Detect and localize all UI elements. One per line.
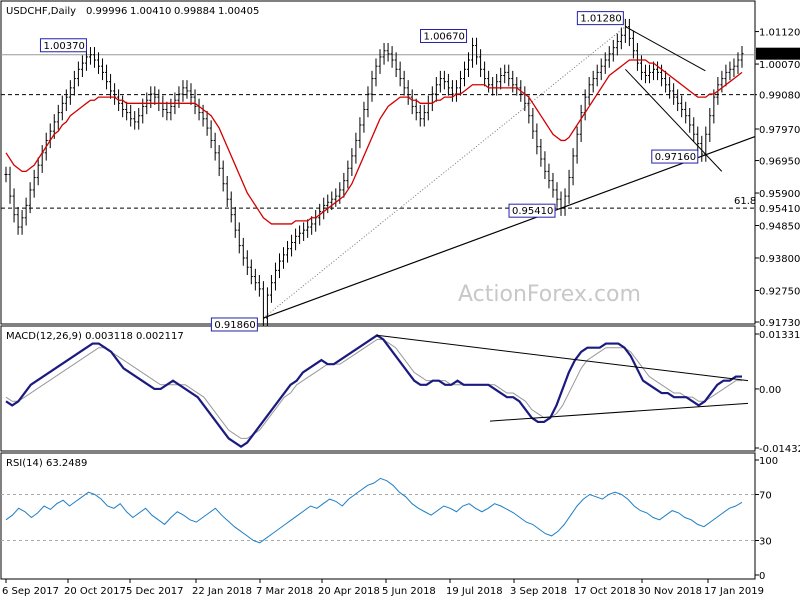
annotation-label: 1.01280	[580, 14, 621, 25]
annotation-box	[508, 203, 556, 218]
price-tick-label: 0.92750	[759, 286, 800, 297]
rsi-tick-label: 100	[759, 456, 778, 467]
price-tick-label: 0.95900	[759, 189, 800, 200]
macd-pane-border	[0, 325, 756, 452]
dotted-trend-line	[263, 26, 626, 319]
x-tick-label: 7 Mar 2018	[256, 586, 313, 597]
channel-upper-line	[625, 26, 706, 72]
price-tick-label: 0.94850	[759, 221, 800, 232]
annotation-label: 0.97160	[655, 152, 696, 163]
x-tick-label: 30 Nov 2018	[638, 586, 702, 597]
x-tick-label: 6 Sep 2017	[2, 586, 59, 597]
level-price-label: 0.99080	[759, 91, 800, 102]
price-pane-title: USDCHF,Daily	[6, 6, 76, 17]
price-tick-label: 0.96950	[759, 157, 800, 168]
level-price-label-2: 0.95410	[759, 204, 800, 215]
rsi-layer	[1, 477, 755, 544]
annotation-label: 0.91860	[214, 320, 255, 331]
level-price-box	[757, 88, 799, 101]
macd-tick-label: -0.014323	[759, 444, 800, 455]
annotation-label: 1.00370	[43, 41, 84, 52]
moving-average-line	[5, 59, 743, 225]
annotation-box	[651, 149, 699, 164]
annotation-label: 1.00670	[424, 31, 465, 42]
annotation-box	[576, 11, 624, 26]
x-tick-label: 17 Jan 2019	[704, 586, 764, 597]
rsi-line	[5, 477, 743, 544]
rsi-tick-label: 0	[759, 571, 765, 582]
x-tick-label: 5 Jun 2018	[382, 586, 436, 597]
price-tick-label: 0.91730	[759, 318, 800, 329]
x-tick-label: 22 Jan 2018	[192, 586, 252, 597]
price-tick-label: 0.97970	[759, 125, 800, 136]
x-tick-label: 20 Apr 2018	[318, 586, 380, 597]
annotation-box	[210, 317, 258, 332]
axis-layer: 1.01120 1.00070 0.99080 0.97970 0.96950 0.959…	[2, 28, 800, 597]
fib-level-label: 61.8	[734, 196, 756, 207]
macd-support-line	[489, 402, 749, 422]
x-tick-label: 3 Sep 2018	[510, 586, 567, 597]
price-layer: 1.00370 1.00670 1.01280 0.97160 0.95410 0.918…	[1, 11, 756, 332]
macd-layer	[5, 333, 749, 448]
watermark: ActionForex.com	[458, 282, 641, 307]
macd-line	[5, 333, 742, 448]
annotation-box	[420, 28, 468, 43]
macd-tick-label: 0.013319	[759, 330, 800, 341]
rsi-pane-border	[0, 452, 756, 580]
rsi-tick-label: 70	[759, 491, 772, 502]
price-tick-label: 0.93800	[759, 254, 800, 265]
macd-pane-title: MACD(12,26,9) 0.003118 0.002117	[6, 331, 184, 342]
ohlc-close: 1.00405	[218, 6, 259, 17]
annotation-label: 0.95410	[512, 206, 553, 217]
annotation-box	[39, 38, 87, 53]
x-tick-label: 5 Dec 2017	[126, 586, 184, 597]
ohlc-low: 0.99884	[174, 6, 215, 17]
price-tick-label: 1.01120	[759, 28, 800, 39]
macd-resistance-line	[377, 334, 749, 382]
level-price-box-2	[757, 202, 799, 215]
macd-signal-line	[5, 338, 742, 439]
ohlc-open: 0.99996	[86, 6, 127, 17]
rsi-tick-label: 30	[759, 537, 772, 548]
current-price-box	[756, 47, 800, 60]
rsi-pane-title: RSI(14) 63.2489	[6, 458, 87, 469]
x-tick-label: 19 Jul 2018	[446, 586, 503, 597]
x-tick-label: 20 Oct 2017	[64, 586, 126, 597]
price-tick-label: 1.00070	[759, 60, 800, 71]
support-trend-line	[263, 136, 756, 319]
current-price-label: 1.00405	[759, 50, 800, 61]
ohlc-high: 1.00410	[130, 6, 171, 17]
price-pane-border	[0, 0, 756, 325]
x-tick-label: 17 Oct 2018	[574, 586, 636, 597]
macd-tick-label: 0.00	[759, 385, 781, 396]
